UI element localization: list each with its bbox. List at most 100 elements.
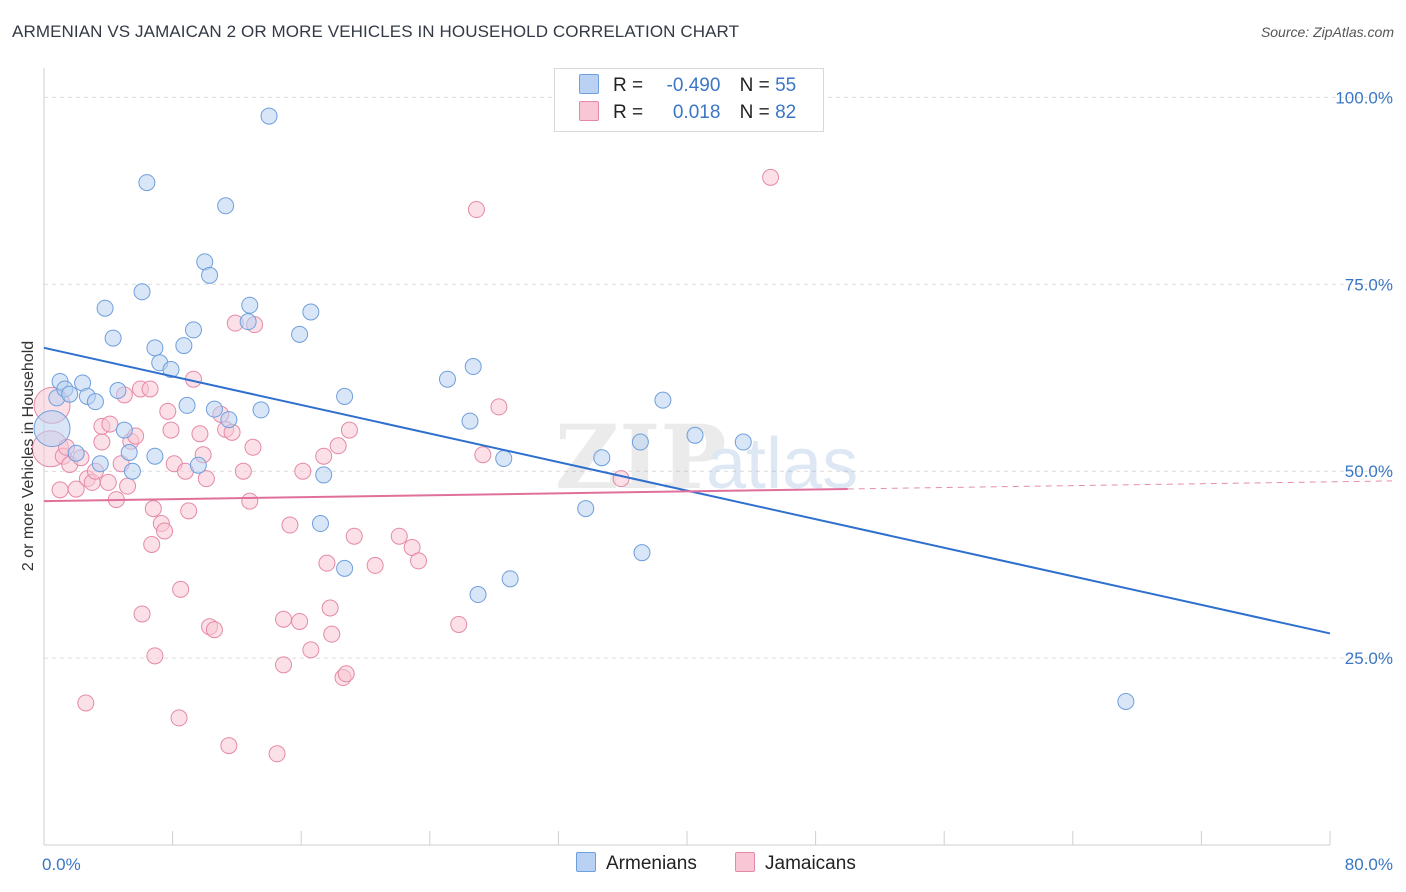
jamaican-point xyxy=(268,745,286,763)
jamaican-point xyxy=(119,477,137,495)
armenian-point xyxy=(146,339,164,357)
jamaican-point xyxy=(156,522,174,540)
armenian-point xyxy=(654,391,672,409)
watermark-atlas: atlas xyxy=(706,424,858,504)
legend-n-value: 82 xyxy=(775,102,797,123)
armenian-point xyxy=(115,421,133,439)
jamaican-point xyxy=(340,421,358,439)
y-tick-label: 100.0% xyxy=(1335,88,1393,107)
armenian-point xyxy=(469,586,487,604)
jamaican-point xyxy=(329,437,347,455)
armenian-point xyxy=(86,393,104,411)
bottom-legend-jamaicans: Jamaicans xyxy=(735,852,856,875)
bottom-legend-armenians: Armenians xyxy=(576,852,697,875)
jamaican-point xyxy=(294,462,312,480)
jamaican-point xyxy=(234,462,252,480)
jamaican-point xyxy=(275,656,293,674)
jamaican-point xyxy=(197,470,215,488)
jamaican-point xyxy=(51,481,69,499)
y-tick-label: 25.0% xyxy=(1345,649,1393,668)
jamaican-point xyxy=(410,552,428,570)
jamaican-point xyxy=(612,470,630,488)
trendlines xyxy=(43,346,1393,635)
jamaican-point xyxy=(220,737,238,755)
armenian-point xyxy=(291,325,309,343)
armenian-point xyxy=(178,396,196,414)
jamaican-point xyxy=(191,425,209,443)
legend-n-label: N = xyxy=(739,102,770,123)
armenian-point xyxy=(631,433,649,451)
x-tick-label: 0.0% xyxy=(42,855,81,874)
armenian-point xyxy=(133,283,151,301)
legend-n-label: N = xyxy=(739,75,770,96)
legend-n-value: 55 xyxy=(775,75,797,96)
jamaican-point xyxy=(205,621,223,639)
armenians-swatch xyxy=(576,852,596,872)
jamaicans-swatch xyxy=(579,101,599,121)
jamaican-point xyxy=(275,610,293,628)
armenian-point xyxy=(633,544,651,562)
armenian-point xyxy=(239,313,257,331)
armenian-point xyxy=(461,412,479,430)
armenian-point xyxy=(138,174,156,192)
jamaican-point xyxy=(133,605,151,623)
y-axis-title: 2 or more Vehicles in Household xyxy=(20,341,37,571)
armenian-point xyxy=(123,462,141,480)
armenian-point xyxy=(577,500,595,518)
armenian-point xyxy=(686,426,704,444)
y-tick-label: 75.0% xyxy=(1345,275,1393,294)
jamaican-point xyxy=(291,612,309,630)
jamaican-point xyxy=(162,421,180,439)
armenian-point xyxy=(91,455,109,473)
armenian-point xyxy=(1117,692,1135,710)
armenian-point xyxy=(146,447,164,465)
armenian-point xyxy=(189,456,207,474)
armenian-point xyxy=(201,266,219,284)
jamaican-point xyxy=(318,554,336,572)
armenian-point xyxy=(162,361,180,379)
armenian-point xyxy=(67,444,85,462)
legend-row-jamaicans: R = 0.018 N = 82 xyxy=(579,101,796,127)
armenian-point xyxy=(302,303,320,321)
armenian-point xyxy=(734,433,752,451)
armenian-point xyxy=(593,449,611,467)
jamaican-point xyxy=(345,527,363,545)
armenians-points xyxy=(33,107,1135,710)
jamaican-point xyxy=(321,599,339,617)
jamaican-point xyxy=(67,480,85,498)
legend-r-value: -0.490 xyxy=(666,75,721,96)
armenian-point xyxy=(336,387,354,405)
armenian-point xyxy=(464,358,482,376)
armenian-point xyxy=(220,411,238,429)
jamaican-point xyxy=(146,647,164,665)
legend-r-label: R = xyxy=(613,102,644,123)
armenians-label: Armenians xyxy=(606,853,697,874)
armenian-point xyxy=(33,410,71,448)
jamaican-point xyxy=(170,709,188,727)
jamaican-point xyxy=(143,535,161,553)
jamaican-point xyxy=(141,380,159,398)
jamaican-point xyxy=(159,402,177,420)
armenian-point xyxy=(260,107,278,125)
x-tick-label: 80.0% xyxy=(1345,855,1393,874)
trendline-jamaicans xyxy=(43,487,848,503)
jamaican-point xyxy=(244,438,262,456)
jamaican-point xyxy=(337,665,355,683)
armenian-point xyxy=(241,296,259,314)
jamaican-point xyxy=(474,446,492,464)
armenian-point xyxy=(311,515,329,533)
legend-row-armenians: R = -0.490 N = 55 xyxy=(579,74,796,100)
jamaican-point xyxy=(281,516,299,534)
trendline-extension-jamaicans xyxy=(847,480,1393,490)
jamaican-point xyxy=(323,625,341,643)
jamaicans-label: Jamaicans xyxy=(765,853,856,874)
armenian-point xyxy=(61,385,79,403)
armenian-point xyxy=(205,400,223,418)
jamaican-point xyxy=(762,168,780,186)
armenian-point xyxy=(438,370,456,388)
armenian-point xyxy=(217,197,235,215)
jamaican-point xyxy=(490,398,508,416)
stats-legend: R = -0.490 N = 55 R = 0.018 N = 82 xyxy=(554,68,824,132)
legend-r-label: R = xyxy=(613,75,644,96)
